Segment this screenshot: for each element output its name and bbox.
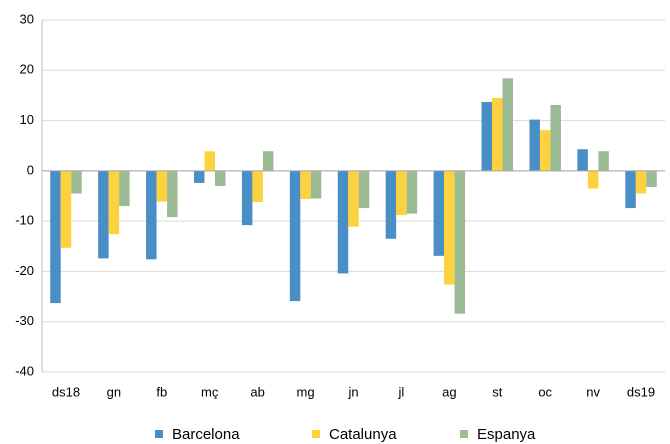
bar [348,170,359,227]
bar [598,151,609,171]
bar [262,151,274,171]
bar [50,170,61,304]
bar [71,170,82,194]
y-tick-label: -10 [15,213,34,228]
bar [289,170,301,302]
x-tick-label: fb [156,384,167,399]
bar [310,170,322,199]
bar [385,170,397,239]
x-tick-label: oc [538,384,552,399]
bar [444,170,455,285]
x-tick-label: nv [586,384,600,399]
x-tick-label: gn [107,384,121,399]
x-tick-label: ab [250,384,264,399]
bar [502,78,514,171]
legend-label: Barcelona [172,426,240,443]
legend-label: Espanya [477,426,536,443]
x-tick-label: jl [398,384,405,399]
bar [108,170,120,235]
bar [214,170,226,186]
bar [252,170,263,203]
bar [396,170,407,216]
bar [587,170,599,189]
y-tick-label: 20 [20,62,34,77]
bar [300,170,311,200]
bar [337,170,349,274]
bar [635,170,647,194]
bar [358,170,370,209]
x-tick-label: ds18 [52,384,80,399]
y-tick-label: -30 [15,313,34,328]
x-tick-label: mç [201,384,219,399]
legend-swatch [312,430,320,438]
y-tick-label: -20 [15,263,34,278]
y-tick-label: 30 [20,11,34,26]
y-tick-label: 0 [27,162,34,177]
bar [454,170,466,314]
bar [406,170,418,214]
bar [577,149,588,171]
y-tick-label: 10 [20,112,34,127]
bar [529,119,540,171]
bar [119,170,130,207]
legend-label: Catalunya [329,426,397,443]
bar [193,170,205,183]
bar [98,170,109,259]
y-tick-label: -40 [15,363,34,378]
bar [550,104,561,171]
bar [625,170,636,209]
x-tick-label: st [492,384,503,399]
x-tick-label: mg [297,384,315,399]
legend-swatch [460,430,468,438]
bar [204,151,215,171]
bar [60,170,72,248]
bar [167,170,178,218]
bar [433,170,445,256]
legend-swatch [155,430,163,438]
x-tick-label: jn [347,384,358,399]
bar [146,170,157,260]
bar [156,170,168,202]
x-tick-label: ds19 [627,384,655,399]
bar [539,130,551,171]
bar [492,97,503,171]
bar [481,101,493,171]
bar [646,170,657,187]
x-tick-label: ag [442,384,456,399]
bar [241,170,253,226]
